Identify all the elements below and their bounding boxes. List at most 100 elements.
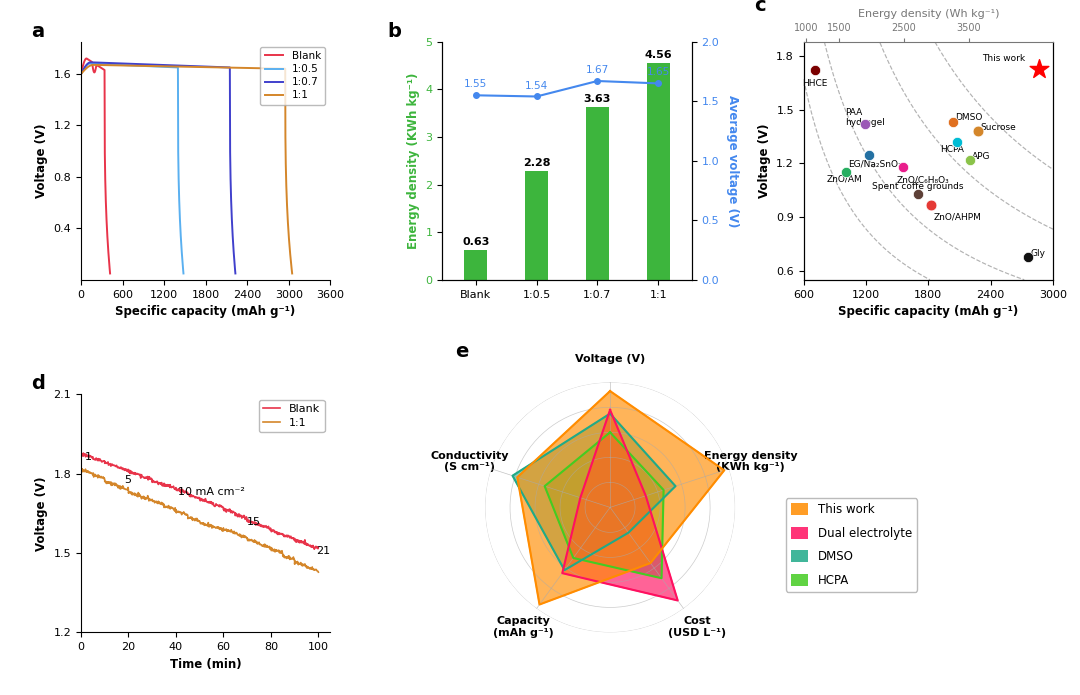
Point (1020, 251, 1037, 262)
Line: 1:0.5: 1:0.5 (81, 63, 184, 273)
Point (838, 167, 855, 178)
Text: 1: 1 (84, 452, 92, 462)
Y-axis label: Average voltage (V): Average voltage (V) (726, 95, 739, 227)
Text: ZnO/AM: ZnO/AM (826, 174, 862, 183)
1:0.5 (83, 59, 96, 67)
1:1 (254, 540, 267, 548)
Point (806, 65, 823, 76)
Line: 1:1: 1:1 (81, 468, 319, 572)
1:0.5 (75, 70, 87, 78)
X-axis label: Specific capacity (mAh g⁻¹): Specific capacity (mAh g⁻¹) (116, 305, 296, 318)
Text: 1.67: 1.67 (585, 65, 609, 75)
Text: Gly: Gly (1030, 250, 1045, 259)
1:1 (76, 464, 89, 473)
1:0.7 (180, 62, 193, 70)
Text: d: d (31, 375, 45, 393)
X-axis label: Time (min): Time (min) (170, 657, 242, 671)
Point (945, 117, 962, 128)
Blank (253, 520, 266, 528)
1:1 (283, 242, 296, 250)
Blank (102, 235, 114, 243)
Bar (647, 63, 670, 280)
Y-axis label: Voltage (V): Voltage (V) (35, 124, 48, 198)
Text: a: a (31, 22, 44, 41)
1:0.7 (75, 70, 87, 78)
Point (922, 199, 940, 211)
1:1 (87, 60, 100, 69)
1:1 (117, 484, 130, 492)
1:0.7 (227, 234, 240, 243)
Text: HHCE: HHCE (802, 79, 827, 88)
Text: This work: This work (982, 54, 1025, 63)
1:0.5 (124, 61, 137, 70)
Text: 15: 15 (247, 517, 261, 527)
1:0.7 (227, 241, 240, 250)
Text: 1.54: 1.54 (525, 81, 549, 90)
Legend: This work, Dual electrolyte, DMSO, HCPA: This work, Dual electrolyte, DMSO, HCPA (786, 498, 917, 591)
1:0.7 (141, 60, 154, 69)
Line: 1:1: 1:1 (81, 65, 293, 273)
Polygon shape (563, 410, 678, 600)
1:1 (283, 235, 296, 243)
1:1 (219, 63, 232, 72)
Text: HCPA: HCPA (940, 145, 963, 154)
Y-axis label: Voltage (V): Voltage (V) (35, 476, 48, 550)
Point (949, 136, 967, 147)
Line: Blank: Blank (81, 452, 319, 549)
Bar (585, 107, 609, 280)
1:0.7 (208, 63, 221, 71)
1:1 (233, 530, 246, 539)
Point (1030, 63, 1048, 74)
Blank (89, 67, 102, 76)
Blank (135, 472, 148, 480)
1:1 (286, 269, 299, 277)
1:0.5 (162, 63, 175, 71)
1:0.5 (177, 269, 190, 277)
Y-axis label: Energy density (KWh kg⁻¹): Energy density (KWh kg⁻¹) (407, 72, 420, 249)
Blank (102, 242, 114, 250)
1:0.5 (120, 61, 133, 70)
Blank (308, 545, 321, 553)
Point (909, 188, 927, 199)
Point (895, 161, 913, 172)
Text: APG: APG (972, 152, 990, 161)
Legend: Blank, 1:0.5, 1:0.7, 1:1: Blank, 1:0.5, 1:0.7, 1:1 (260, 47, 325, 105)
1:1 (257, 64, 270, 72)
Text: e: e (455, 343, 469, 361)
Polygon shape (517, 391, 725, 605)
1:1 (166, 63, 179, 71)
Blank (104, 269, 117, 277)
Blank (233, 513, 246, 521)
1:1 (215, 524, 228, 532)
Text: 21: 21 (316, 546, 330, 556)
Text: 2.28: 2.28 (523, 158, 551, 168)
Text: 1.65: 1.65 (647, 67, 670, 77)
Text: ZnO/C₆H₈O₃: ZnO/C₆H₈O₃ (896, 175, 949, 184)
Text: 0.63: 0.63 (462, 237, 489, 247)
Blank (75, 70, 87, 78)
Text: PAA
hydrogel: PAA hydrogel (846, 108, 886, 127)
Text: Sucrose: Sucrose (981, 123, 1016, 132)
1:1 (75, 466, 87, 474)
1:0.5 (144, 62, 157, 70)
Line: 1:0.7: 1:0.7 (81, 63, 235, 273)
Text: 10 mA cm⁻²: 10 mA cm⁻² (178, 487, 245, 497)
Text: Spent coffe grounds: Spent coffe grounds (873, 181, 963, 190)
Text: ZnO/AHPM: ZnO/AHPM (933, 213, 982, 222)
1:0.5 (175, 241, 188, 250)
Point (961, 154, 978, 165)
Legend: Blank, 1:1: Blank, 1:1 (259, 400, 325, 432)
Text: 5: 5 (124, 475, 131, 485)
1:0.5 (175, 234, 188, 243)
Polygon shape (513, 414, 675, 570)
Blank (117, 464, 130, 473)
Blank (215, 502, 228, 510)
1:0.7 (149, 60, 162, 69)
Point (855, 119, 873, 130)
X-axis label: Specific capacity (mAh g⁻¹): Specific capacity (mAh g⁻¹) (838, 305, 1018, 318)
1:1 (183, 514, 195, 523)
1:1 (176, 63, 189, 71)
Text: 1.55: 1.55 (464, 79, 487, 90)
Text: c: c (754, 0, 766, 15)
Blank (93, 63, 106, 71)
